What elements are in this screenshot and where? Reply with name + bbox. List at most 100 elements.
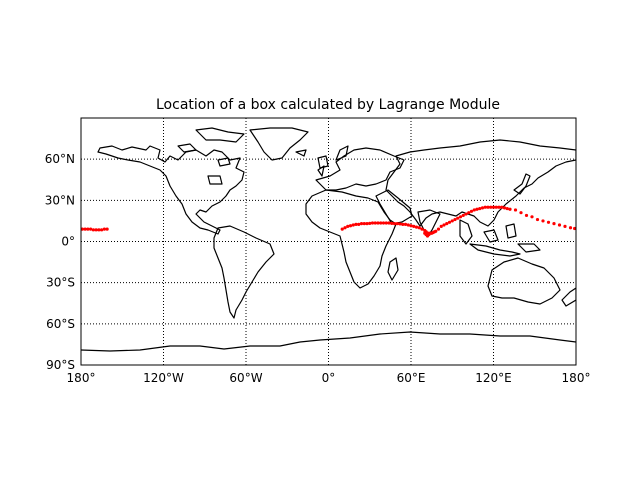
latitude-tick-label: 90°S <box>46 358 75 372</box>
track-point <box>469 209 474 213</box>
track-point <box>458 215 463 219</box>
track-point <box>91 228 95 232</box>
track-point <box>81 227 84 231</box>
track-point <box>436 227 441 231</box>
track-point <box>464 212 468 216</box>
track-point <box>348 224 353 228</box>
track-point <box>447 220 452 224</box>
graticule <box>81 118 576 365</box>
track-point <box>497 205 501 209</box>
track-point <box>557 223 562 227</box>
track-point <box>86 227 90 231</box>
longitude-labels: 180° 120°W 60°W 0° 60°E 120°E 180° <box>67 371 591 385</box>
coastline-new-zealand <box>561 287 576 307</box>
track-point <box>401 222 405 226</box>
longitude-tick-label: 0° <box>322 371 336 385</box>
track-point <box>467 211 471 215</box>
track-point <box>392 222 397 226</box>
track-point <box>541 219 545 223</box>
track-point <box>105 227 109 231</box>
track-point <box>563 224 567 229</box>
map-frame <box>80 117 577 366</box>
track-point <box>489 205 493 209</box>
longitude-tick-label: 180° <box>562 371 591 385</box>
track-point <box>384 221 388 225</box>
track-point <box>475 207 479 211</box>
track-point <box>500 205 504 209</box>
track-point <box>478 206 482 211</box>
track-point <box>480 206 485 210</box>
track-point <box>483 205 487 209</box>
track-point <box>362 222 366 226</box>
coastlines <box>81 127 576 352</box>
track-point <box>552 222 556 226</box>
track-point <box>445 222 449 226</box>
track-point <box>573 226 576 231</box>
track-point <box>403 222 408 226</box>
track-point <box>406 223 410 227</box>
track-point <box>390 221 394 225</box>
track-point <box>343 226 347 230</box>
track-point <box>340 227 344 231</box>
coastline-antarctica <box>81 331 576 352</box>
track-point <box>491 205 496 209</box>
track-point <box>502 206 507 210</box>
track-point <box>530 215 534 219</box>
latitude-tick-label: 30°S <box>46 276 75 290</box>
track-point <box>494 205 498 209</box>
coastline-north-america <box>97 145 245 235</box>
track-point <box>524 213 529 218</box>
track-point <box>100 228 104 232</box>
track-point <box>398 222 402 226</box>
track-point <box>387 221 391 225</box>
track-point <box>461 213 465 218</box>
coastline-south-america <box>213 225 275 319</box>
longitude-tick-label: 120°E <box>475 371 512 385</box>
track-point <box>513 208 518 212</box>
track-point <box>97 228 101 232</box>
track-point <box>568 226 573 230</box>
latitude-tick-label: 60°N <box>45 152 75 166</box>
track-point <box>420 227 424 231</box>
track-point <box>354 222 358 226</box>
track-point <box>535 217 540 222</box>
longitude-tick-label: 180° <box>67 371 96 385</box>
coastline-asia <box>385 139 576 227</box>
coastline-australia <box>487 257 561 305</box>
longitude-tick-label: 60°E <box>397 371 426 385</box>
track-point <box>351 223 355 227</box>
track-point <box>409 224 413 228</box>
track-point <box>379 221 383 225</box>
coastline-arabia <box>375 189 413 225</box>
track-point <box>83 227 87 231</box>
track-point <box>412 224 416 229</box>
coastline-madagascar <box>387 257 399 281</box>
track-point <box>357 222 361 226</box>
track-point <box>395 222 399 226</box>
latitude-tick-label: 30°N <box>45 193 75 207</box>
map-title: Location of a box calculated by Lagrange… <box>156 97 500 113</box>
track-point <box>434 229 438 233</box>
coastline-japan <box>513 173 531 195</box>
track-point <box>508 207 512 211</box>
track-point <box>450 219 454 223</box>
track-point <box>346 224 350 229</box>
track-point <box>519 211 523 215</box>
track-point <box>376 221 380 225</box>
track-point <box>424 230 428 234</box>
track-point <box>414 225 419 229</box>
latitude-labels: 90°S 60°S 30°S 0° 30°N 60°N <box>45 152 75 372</box>
track-point <box>381 221 386 225</box>
track-point <box>368 221 372 225</box>
longitude-tick-label: 120°W <box>143 371 184 385</box>
coastline-greenland <box>249 127 309 161</box>
map-area <box>81 118 576 365</box>
track-point <box>417 226 421 230</box>
track-points <box>81 205 576 238</box>
latitude-tick-label: 0° <box>61 235 75 249</box>
track-point <box>359 222 364 226</box>
coastline-southeast-asia <box>459 219 541 257</box>
track-point <box>370 221 375 225</box>
longitude-tick-label: 60°W <box>229 371 262 385</box>
